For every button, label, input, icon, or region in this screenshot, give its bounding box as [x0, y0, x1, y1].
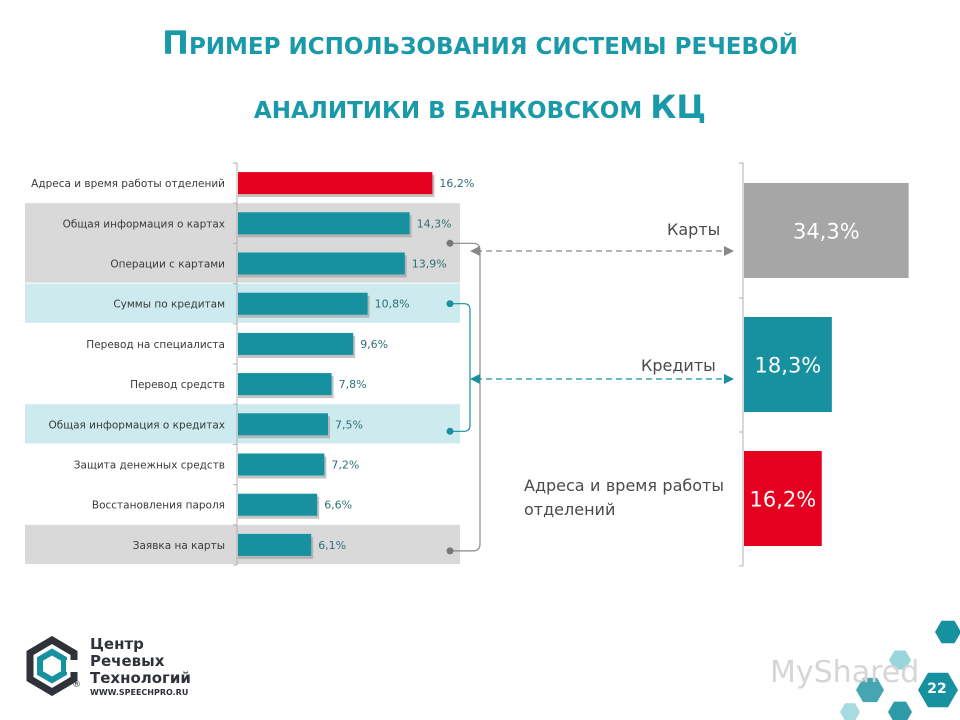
title-line2-rest: аналитики в банковском: [253, 98, 651, 124]
watermark: MyShared: [770, 655, 920, 690]
page-number: 22: [927, 681, 947, 697]
bracket-dot: [446, 547, 454, 555]
title-line1-rest: ример использования системы речевой: [188, 34, 798, 60]
category-label-4: Суммы по кредитам: [113, 299, 225, 311]
value-label-7: 7,5%: [335, 418, 363, 431]
bar-1: [238, 172, 433, 195]
summary-value-2: 18,3%: [755, 354, 822, 378]
bracket-dot: [446, 427, 454, 435]
hexagon: [918, 672, 958, 708]
bar-9: [238, 493, 318, 516]
bar-10: [238, 533, 312, 556]
credits-arrow-head-right: [724, 374, 734, 384]
category-label-7: Общая информация о кредитах: [48, 419, 225, 431]
summary-value-3: 16,2%: [750, 488, 817, 512]
summary-bar-1: [744, 183, 909, 278]
left-bar-chart: Адреса и время работы отделений 16,2% Обща…: [31, 162, 474, 566]
value-label-8: 7,2%: [331, 459, 359, 472]
hexagon: [888, 701, 912, 720]
company-logo: Центр Речевых Технологий WWW.SPEECHPRO.R…: [22, 630, 222, 702]
bar-5: [238, 332, 354, 355]
title-line2-caps: КЦ: [650, 88, 707, 126]
group-connectors: [446, 239, 734, 555]
logo-line2: Речевых: [90, 652, 165, 670]
summary-value-1: 34,3%: [793, 220, 860, 244]
value-label-3: 13,9%: [412, 258, 447, 271]
cards-arrow-head-left: [470, 246, 480, 256]
credits-arrow-head-left: [470, 374, 480, 384]
bar-4: [238, 292, 368, 315]
bracket-dot: [446, 239, 454, 247]
right-label-cards: Карты: [667, 220, 721, 239]
category-label-2: Общая информация о картах: [63, 218, 225, 230]
bar-2: [238, 212, 410, 235]
value-label-5: 9,6%: [360, 338, 388, 351]
value-label-10: 6,1%: [318, 539, 346, 552]
page-title: Пример использования системы речевой ана…: [40, 14, 920, 142]
hexagon: [889, 650, 911, 670]
value-label-1: 16,2%: [439, 177, 474, 190]
cards-bracket: [450, 242, 481, 552]
summary-bar-3: [744, 451, 822, 546]
title-line1-cap: П: [162, 24, 189, 62]
cards-arrow-head-right: [724, 246, 734, 256]
value-label-9: 6,6%: [324, 499, 352, 512]
bar-8: [238, 453, 325, 476]
logo-registered: ®: [72, 680, 81, 690]
logo-line3: Технологий: [90, 669, 191, 687]
credits-bracket: [450, 303, 471, 432]
category-label-10: Заявка на карты: [133, 540, 225, 552]
logo-url: WWW.SPEECHPRO.RU: [90, 688, 189, 697]
value-label-4: 10,8%: [375, 298, 410, 311]
right-label-credits: Кредиты: [641, 356, 716, 375]
hexagon: [856, 677, 884, 703]
hexagon-decoration: [840, 620, 960, 720]
bar-6: [238, 373, 332, 396]
logo-mark-icon: [26, 636, 78, 696]
category-label-5: Перевод на специалиста: [86, 339, 225, 351]
logo-line1: Центр: [90, 635, 144, 653]
category-label-1: Адреса и время работы отделений: [31, 178, 225, 190]
value-label-2: 14,3%: [417, 217, 452, 230]
right-bar-chart: 34,3% 18,3% 16,2%: [739, 162, 909, 567]
summary-bar-2: [744, 317, 832, 412]
right-label-addresses: Адреса и время работы отделений: [524, 476, 724, 519]
value-label-6: 7,8%: [339, 378, 367, 391]
category-label-6: Перевод средств: [130, 379, 225, 391]
bar-3: [238, 252, 405, 275]
bar-7: [238, 413, 328, 436]
category-label-3: Операции с картами: [110, 259, 225, 271]
hexagon: [840, 703, 860, 720]
category-label-9: Восстановления пароля: [92, 500, 225, 512]
bracket-dot: [446, 300, 454, 308]
hexagon: [935, 620, 960, 644]
category-label-8: Защита денежных средств: [74, 460, 225, 472]
